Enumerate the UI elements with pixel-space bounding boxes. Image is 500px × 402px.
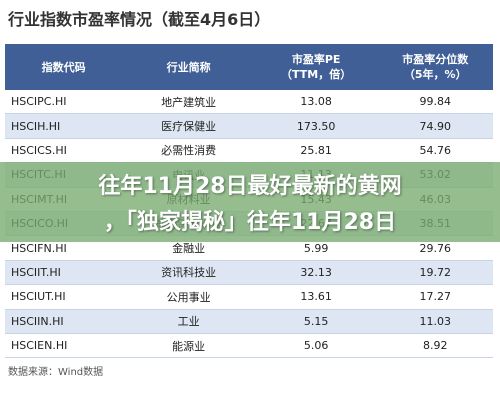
table-cell: HSCIUT.HI: [5, 284, 123, 310]
table-cell: HSCIH.HI: [5, 113, 123, 139]
table-cell: 13.08: [254, 90, 378, 115]
overlay-line: 往年11月28日最好最新的黄网: [98, 174, 402, 199]
table-cell: HSCICS.HI: [5, 138, 123, 164]
column-header: 行业简称: [122, 44, 255, 90]
overlay-line: ，「独家揭秘」往年11月28日: [103, 210, 397, 235]
header-line: （5年，%）: [403, 68, 467, 81]
table-cell: 17.27: [377, 284, 493, 310]
header-line: 市盈率PE: [291, 53, 341, 66]
source: 数据来源：Wind数据: [8, 367, 104, 378]
table-cell: 5.15: [254, 309, 378, 334]
table-cell: 资讯科技业: [122, 260, 255, 286]
header-line: 行业简称: [166, 60, 211, 74]
table-cell: 公用事业: [122, 284, 255, 310]
table-cell: 能源业: [122, 333, 255, 359]
table-row: HSCIPC.HI 地产建筑业 13.08 99.84: [5, 90, 493, 115]
table-cell: 173.50: [254, 113, 378, 139]
table-cell: 32.13: [254, 260, 378, 286]
table-cell: 5.06: [254, 333, 378, 359]
table-cell: 74.90: [377, 113, 493, 139]
header-line: （TTM，倍）: [281, 68, 352, 81]
table-cell: 工业: [122, 309, 255, 334]
header-row: 指数代码 行业简称 市盈率PE （TTM，倍） 市盈率分位数 （5年，%）: [5, 44, 493, 90]
title: 行业指数市盈率情况（截至4月6日）: [8, 10, 271, 29]
overlay-banner: 往年11月28日最好最新的黄网 ，「独家揭秘」往年11月28日: [0, 162, 500, 242]
table-cell: 19.72: [377, 260, 493, 286]
column-header: 市盈率分位数 （5年，%）: [377, 44, 493, 90]
table-row: HSCIIT.HI 资讯科技业 32.13 19.72: [5, 260, 493, 286]
table-cell: 地产建筑业: [122, 90, 255, 115]
table-cell: 54.76: [377, 138, 493, 164]
table-row: HSCIH.HI 医疗保健业 173.50 74.90: [5, 113, 493, 139]
table-cell: HSCIIT.HI: [5, 260, 123, 286]
table-cell: HSCIEN.HI: [5, 333, 123, 359]
table-cell: 必需性消费: [122, 138, 255, 164]
table-row: HSCIUT.HI 公用事业 13.61 17.27: [5, 284, 493, 310]
table-row: HSCIEN.HI 能源业 5.06 8.92: [5, 333, 493, 359]
table-row: HSCIIN.HI 工业 5.15 11.03: [5, 309, 493, 334]
table-cell: 8.92: [377, 333, 493, 359]
header-line: 指数代码: [41, 60, 86, 74]
table-cell: HSCIPC.HI: [5, 90, 123, 115]
table-cell: 99.84: [377, 90, 493, 115]
column-header: 市盈率PE （TTM，倍）: [254, 44, 378, 90]
table-cell: HSCIIN.HI: [5, 309, 123, 334]
table-cell: 13.61: [254, 284, 378, 310]
table-row: HSCICS.HI 必需性消费 25.81 54.76: [5, 138, 493, 164]
table-cell: 11.03: [377, 309, 493, 334]
table-cell: 医疗保健业: [122, 113, 255, 139]
table-cell: 25.81: [254, 138, 378, 164]
header-line: 市盈率分位数: [402, 53, 469, 66]
column-header: 指数代码: [5, 44, 123, 90]
